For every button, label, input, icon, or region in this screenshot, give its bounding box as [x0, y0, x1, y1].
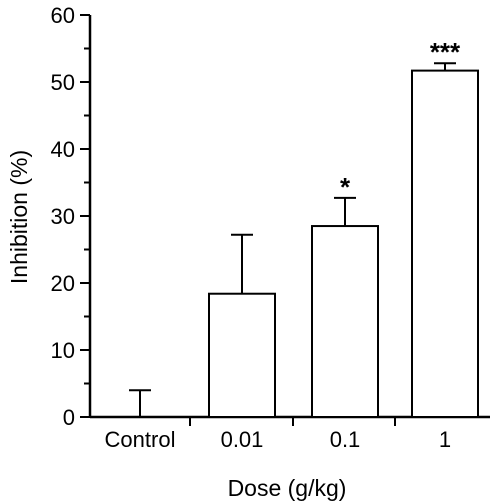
x-tick-label: 0.1 — [330, 427, 361, 452]
y-axis-title: Inhibition (%) — [6, 150, 32, 284]
x-axis-title: Dose (g/kg) — [228, 475, 347, 501]
y-tick-label: 10 — [51, 338, 75, 363]
x-tick-label: 0.01 — [221, 427, 264, 452]
significance-mark: *** — [430, 37, 461, 67]
y-tick-label: 0 — [63, 405, 75, 430]
y-tick-label: 40 — [51, 137, 75, 162]
bar-0.1 — [311, 225, 379, 418]
bars — [129, 62, 479, 419]
bar-1 — [411, 69, 479, 419]
y-tick-label: 50 — [51, 70, 75, 95]
x-tick-label: Control — [105, 427, 176, 452]
y-tick-label: 20 — [51, 271, 75, 296]
bar-0.01 — [208, 292, 276, 418]
labels: Dose (g/kg) Inhibition (%) Control 0.01 0.… — [6, 37, 461, 501]
y-tick-label: 60 — [51, 3, 75, 28]
significance-mark: * — [340, 172, 351, 202]
y-tick-label: 30 — [51, 204, 75, 229]
axes: 0 10 20 30 40 50 60 — [51, 3, 490, 430]
x-tick-label: 1 — [439, 427, 451, 452]
